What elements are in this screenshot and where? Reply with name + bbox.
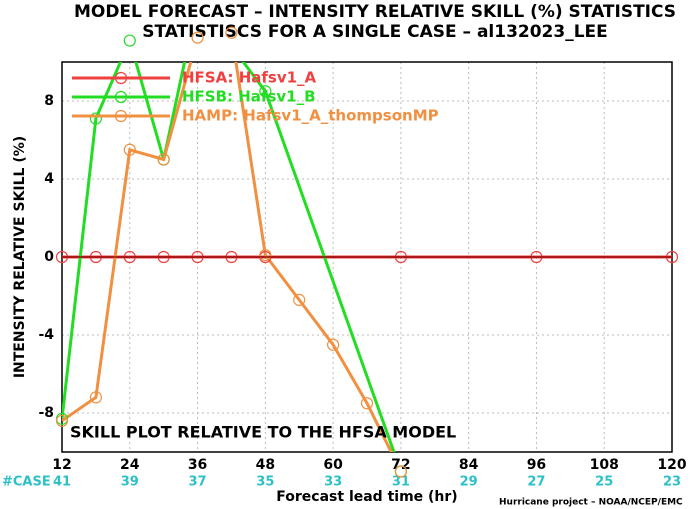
case-count: 29 — [460, 475, 478, 490]
case-count: 33 — [324, 475, 342, 490]
case-count: 25 — [595, 475, 613, 490]
series-marker — [259, 248, 272, 262]
y-tick-label: 0 — [44, 249, 54, 265]
case-count: 39 — [121, 475, 139, 490]
series-marker — [89, 112, 102, 125]
series-marker — [89, 391, 102, 404]
series-line — [62, 62, 393, 452]
y-tick-label: -4 — [38, 327, 54, 343]
y-tick-label: -8 — [38, 405, 54, 421]
footer: Hurricane project – NOAA/NCEP/EMC — [499, 498, 683, 508]
series-marker — [55, 414, 69, 427]
x-tick-label: 120 — [657, 457, 686, 473]
y-tick-label: 8 — [44, 93, 54, 109]
x-tick-label: 12 — [52, 457, 71, 473]
case-label: #CASE — [2, 475, 51, 490]
legend-label: HFSA: Hafsv1_A — [182, 69, 317, 87]
case-count: 41 — [53, 475, 71, 490]
legend-marker — [114, 71, 128, 85]
annotation: SKILL PLOT RELATIVE TO THE HFSA MODEL — [70, 423, 456, 442]
x-tick-label: 108 — [590, 457, 619, 473]
plot-lines — [62, 62, 672, 452]
series-marker — [259, 85, 272, 98]
case-count: 37 — [189, 475, 207, 490]
series-marker — [123, 143, 136, 156]
legend-label: HFSB: Hafsv1_B — [182, 88, 316, 106]
series-marker — [225, 26, 238, 39]
series-marker — [157, 153, 170, 166]
x-tick-label: 60 — [323, 457, 343, 473]
case-count: 23 — [663, 475, 681, 490]
x-axis-label: Forecast lead time (hr) — [276, 489, 457, 505]
x-tick-label: 48 — [256, 457, 275, 473]
legend-marker — [114, 90, 128, 104]
x-tick-label: 96 — [527, 457, 546, 473]
x-tick-label: 24 — [120, 457, 140, 473]
x-tick-label: 36 — [188, 457, 207, 473]
case-count: 31 — [392, 475, 410, 490]
y-tick-label: 4 — [44, 171, 54, 187]
series-marker — [191, 31, 204, 44]
case-count: 27 — [527, 475, 545, 490]
legend-marker — [114, 109, 128, 123]
series-marker — [394, 465, 407, 478]
x-tick-label: 84 — [459, 457, 479, 473]
x-tick-label: 72 — [391, 457, 410, 473]
chart-title: MODEL FORECAST – INTENSITY RELATIVE SKIL… — [74, 2, 676, 22]
series-marker — [123, 34, 136, 47]
series-marker — [327, 338, 340, 351]
legend-label: HAMP: Hafsv1_A_thompsonMP — [182, 107, 439, 125]
case-count: 35 — [256, 475, 274, 490]
y-axis-label: INTENSITY RELATIVE SKILL (%) — [12, 136, 28, 378]
chart-subtitle: STATISTISCS FOR A SINGLE CASE – al132023… — [142, 22, 608, 42]
series-marker — [360, 397, 374, 410]
series-marker — [293, 293, 306, 306]
